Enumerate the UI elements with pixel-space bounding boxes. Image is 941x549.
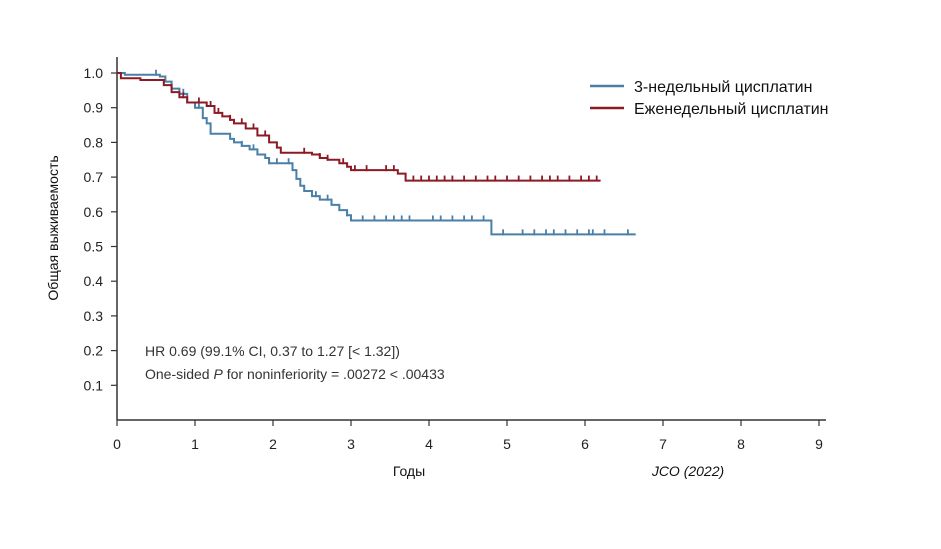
y-tick-label: 0.8: [84, 134, 104, 150]
x-tick-label: 5: [503, 436, 511, 452]
y-tick-label: 0.4: [84, 273, 104, 289]
y-tick-label: 0.9: [84, 100, 104, 116]
noninferiority-suffix: for noninferiority = .00272 < .00433: [223, 366, 445, 382]
x-tick-label: 0: [113, 436, 121, 452]
x-tick-label: 2: [269, 436, 277, 452]
legend-label-3-week: 3-недельный цисплатин: [634, 79, 812, 96]
y-tick-label: 1.0: [84, 65, 104, 81]
x-tick-label: 3: [347, 436, 355, 452]
x-tick-label: 1: [191, 436, 199, 452]
x-tick-label: 7: [659, 436, 667, 452]
legend-label-weekly: Еженедельный цисплатин: [634, 101, 829, 118]
survival-curve-3-week: [117, 72, 636, 236]
hazard-ratio-annotation: HR 0.69 (99.1% CI, 0.37 to 1.27 [< 1.32]…: [145, 343, 400, 359]
y-tick-label: 0.2: [84, 343, 104, 359]
x-tick-label: 8: [737, 436, 745, 452]
x-axis-title: Годы: [393, 463, 425, 479]
y-tick-label: 0.6: [84, 204, 104, 220]
y-axis-title: Общая выживаемость: [45, 155, 61, 300]
legend: 3-недельный цисплатин Еженедельный циспл…: [590, 79, 829, 118]
x-tick-label: 9: [815, 436, 823, 452]
p-symbol: P: [213, 366, 223, 382]
noninferiority-prefix: One-sided: [145, 366, 213, 382]
series-layer: [117, 69, 636, 236]
y-tick-label: 0.3: [84, 308, 104, 324]
x-axis-ticks: 0 1 2 3 4 5 6 7 8 9: [113, 420, 823, 452]
x-tick-label: 6: [581, 436, 589, 452]
noninferiority-annotation: One-sided P for noninferiority = .00272 …: [145, 366, 445, 382]
y-tick-label: 0.1: [84, 377, 104, 393]
y-axis-ticks: 0.1 0.2 0.3 0.4 0.5 0.6 0.7 0.8 0.9 1.0: [84, 65, 117, 393]
x-tick-label: 4: [425, 436, 433, 452]
survival-curve-weekly: [117, 72, 601, 182]
y-tick-label: 0.7: [84, 169, 104, 185]
y-tick-label: 0.5: [84, 239, 104, 255]
source-citation: JCO (2022): [651, 463, 724, 479]
